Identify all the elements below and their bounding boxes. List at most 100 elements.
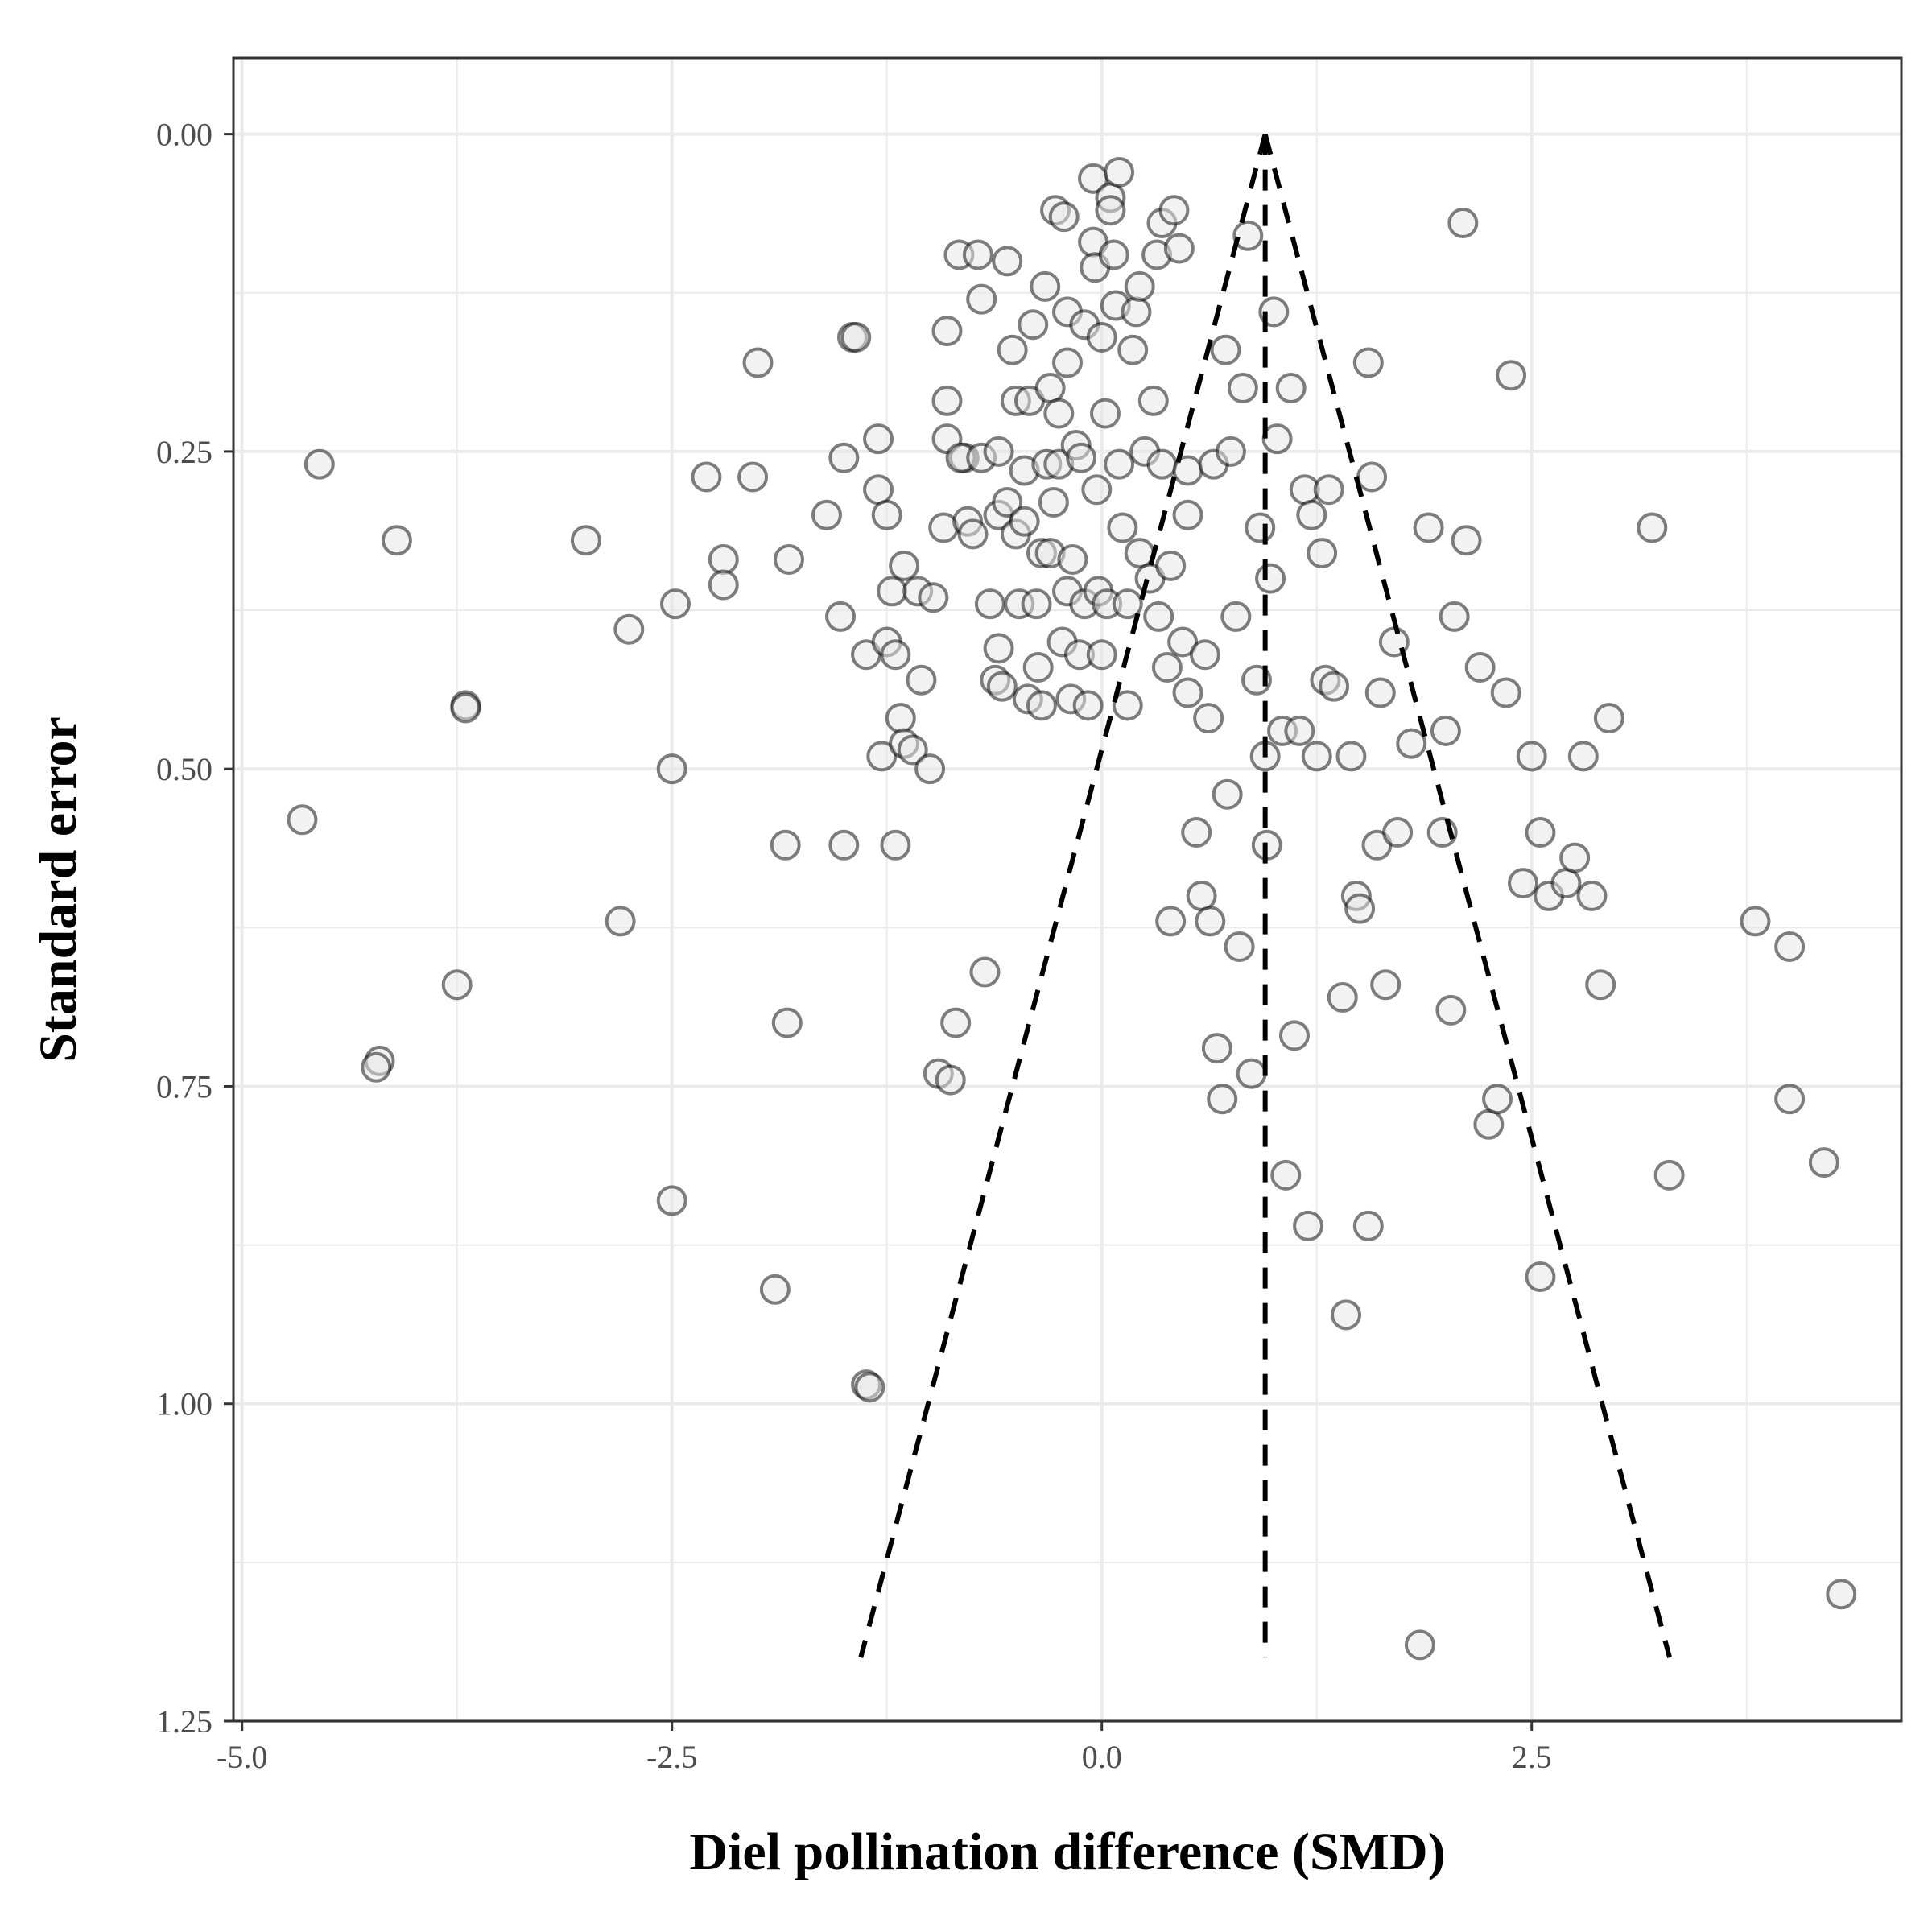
data-point [1172,499,1203,530]
data-point [1232,220,1264,251]
data-point [957,518,989,550]
data-point [1143,601,1174,632]
y-axis-title: Standard error [29,716,88,1063]
data-point [1435,994,1467,1026]
y-tick-label: 0.00 [156,117,213,153]
data-point [759,1274,791,1305]
data-point [1808,1147,1839,1179]
data-point [1284,715,1315,746]
data-point [931,316,963,347]
data-point [866,741,898,772]
data-point [1181,817,1212,848]
data-point [1022,652,1054,683]
data-point [1104,156,1135,188]
data-point [1081,474,1113,506]
data-point [871,499,902,530]
data-point [1193,703,1224,734]
data-point [1072,690,1104,721]
data-point [773,543,804,575]
data-point [1021,588,1052,620]
data-point [1364,677,1396,708]
x-axis-title: Diel pollination difference (SMD) [689,1823,1445,1881]
data-point [659,588,691,620]
data-point [1576,880,1608,911]
y-tick-label: 0.25 [156,434,213,470]
data-point [1559,842,1591,873]
data-point [931,385,963,416]
x-tick-label: -2.5 [646,1739,697,1775]
data-point [1030,270,1061,302]
data-point [1009,506,1040,537]
data-point [1167,626,1199,658]
data-point [1107,512,1138,543]
data-point [1585,969,1616,1001]
data-point [986,671,1018,702]
data-point [1112,690,1143,721]
x-tick-label: 0.0 [1082,1739,1122,1775]
data-point [1186,880,1217,911]
data-point [1117,334,1149,365]
data-point [1086,639,1117,671]
data-point [1255,563,1286,594]
funnel-left-line [858,133,1268,1658]
data-point [966,283,997,315]
y-tick-label: 0.50 [156,751,213,787]
data-point [1018,309,1049,341]
data-point [914,753,946,785]
data-point [1774,1084,1806,1115]
data-point [1567,741,1599,772]
data-point [940,1007,972,1038]
data-point [983,633,1014,664]
data-point [1451,525,1482,556]
data-point [656,753,687,785]
data-point [1158,195,1190,226]
data-point [1236,1058,1267,1089]
data-point [935,1064,966,1096]
data-point [1137,385,1169,416]
y-axis: 0.00 0.25 0.50 0.75 1.00 1.25 [156,117,233,1740]
data-point [840,321,872,353]
y-tick-label: 1.00 [156,1386,213,1422]
x-tick-label: -5.0 [217,1739,267,1775]
data-point [737,461,769,493]
data-point [1473,1108,1505,1140]
data-point [1124,270,1155,302]
data-point [1525,817,1556,848]
funnel-lines [858,133,1672,1658]
data-point [1048,201,1080,233]
data-point [1490,677,1521,708]
data-point [983,436,1014,467]
data-point [1331,1299,1362,1331]
data-point [897,734,928,766]
data-point [1227,373,1258,404]
data-point [1740,906,1771,937]
data-point [1098,239,1129,270]
data-point [1220,601,1252,632]
y-tick-label: 1.25 [156,1703,213,1740]
minor-grid [233,58,1901,1721]
data-point [877,576,908,607]
data-point [381,525,412,556]
data-point [1104,448,1135,480]
data-point [1301,741,1332,772]
data-point [450,692,481,724]
data-point [1496,360,1527,391]
data-point [854,1372,886,1403]
data-point [992,246,1023,277]
data-point [997,334,1028,365]
data-point [1327,982,1358,1013]
data-point [1112,588,1143,620]
data-point [708,543,739,575]
data-point [1155,550,1187,581]
data-point [656,1185,687,1216]
data-point [863,474,894,506]
data-point [1057,543,1088,575]
data-point [1163,233,1195,264]
data-point [863,423,894,455]
data-point [1344,893,1376,924]
data-point [1508,868,1539,899]
data-point [1447,208,1479,239]
data-point [885,703,916,734]
data-point [1593,703,1624,734]
